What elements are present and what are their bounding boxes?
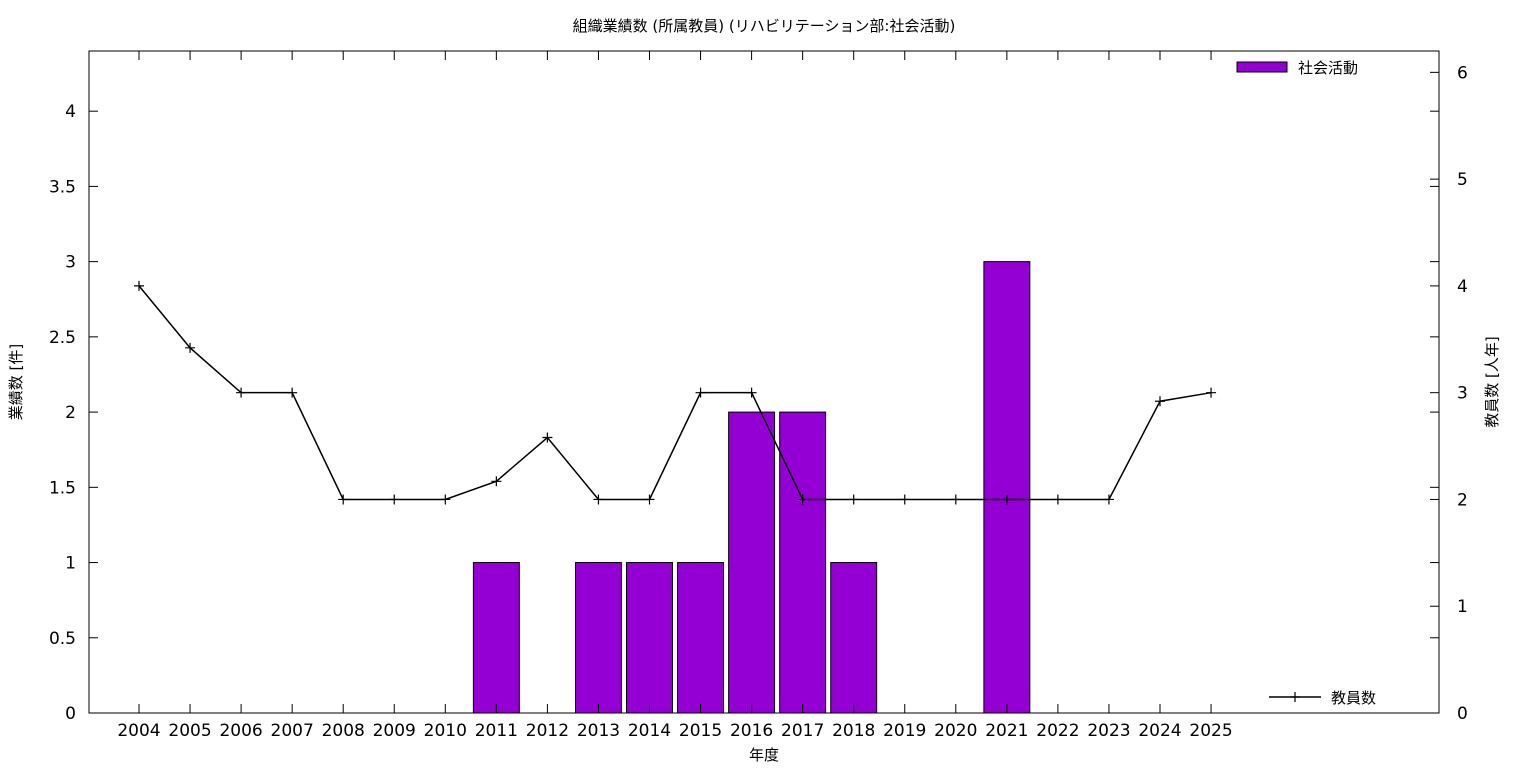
point-2020 xyxy=(950,494,961,505)
y2-tick-label: 3 xyxy=(1457,384,1468,404)
x-tick-label: 2004 xyxy=(117,721,160,741)
x-tick-label: 2008 xyxy=(322,721,365,741)
point-2015 xyxy=(695,387,706,398)
y2-axis-ticks: 0 1 2 3 4 5 6 xyxy=(1430,63,1468,724)
point-2022 xyxy=(1052,494,1063,505)
y-tick-label: 4 xyxy=(65,102,76,122)
x-tick-label: 2009 xyxy=(373,721,416,741)
y-tick-label: 3 xyxy=(65,253,76,273)
x-tick-label: 2019 xyxy=(883,721,926,741)
bar-2011 xyxy=(472,562,520,714)
bar-2013 xyxy=(574,562,622,714)
teacher-count-line xyxy=(138,285,1212,501)
bar-2021 xyxy=(983,261,1031,714)
legend-line-label: 教員数 xyxy=(1331,689,1376,707)
legend-line-marker xyxy=(1290,692,1300,702)
y2-tick-label: 0 xyxy=(1457,704,1468,724)
legend-bar-swatch xyxy=(1236,61,1288,73)
x-tick-label: 2018 xyxy=(832,721,875,741)
x-tick-label: 2016 xyxy=(730,721,773,741)
line-layer xyxy=(134,280,1217,505)
y2-tick-label: 1 xyxy=(1457,597,1468,617)
x-tick-label: 2024 xyxy=(1138,721,1181,741)
x-tick-label: 2022 xyxy=(1036,721,1079,741)
x-tick-label: 2017 xyxy=(781,721,824,741)
y-tick-label: 1 xyxy=(65,554,76,574)
legend-line: 教員数 xyxy=(1269,689,1376,707)
x-tick-label: 2013 xyxy=(577,721,620,741)
y-tick-label: 0 xyxy=(65,704,76,724)
x-axis-label: 年度 xyxy=(749,746,779,764)
x-tick-label: 2025 xyxy=(1189,721,1232,741)
y-axis-ticks: 0 0.5 1 1.5 2 2.5 3 3.5 4 xyxy=(49,102,1439,724)
x-tick-label: 2007 xyxy=(271,721,314,741)
point-2013 xyxy=(593,494,604,505)
bar-2014 xyxy=(626,562,673,714)
chart-title: 組織業績数 (所属教員) (リハビリテーション部:社会活動) xyxy=(573,17,956,35)
point-2018 xyxy=(848,494,859,505)
y2-tick-label: 5 xyxy=(1457,170,1468,190)
y-axis-label: 業績数 [件] xyxy=(7,344,25,420)
x-tick-label: 2023 xyxy=(1087,721,1130,741)
point-2005 xyxy=(185,342,196,353)
point-2021 xyxy=(1001,494,1012,505)
x-tick-label: 2005 xyxy=(168,721,211,741)
x-tick-label: 2015 xyxy=(679,721,722,741)
point-2006 xyxy=(236,387,247,398)
point-2014 xyxy=(644,494,655,505)
x-axis-ticks: 2004 2005 2006 2007 2008 2009 2010 2011 2012 2013… xyxy=(117,51,1233,741)
point-2008 xyxy=(338,494,349,505)
point-2023 xyxy=(1103,494,1114,505)
point-2016 xyxy=(746,387,757,398)
bar-2018 xyxy=(830,562,878,714)
bar-2016 xyxy=(728,411,776,714)
x-tick-label: 2012 xyxy=(526,721,569,741)
point-2017 xyxy=(797,494,808,505)
x-tick-label: 2014 xyxy=(628,721,671,741)
point-2019 xyxy=(899,494,910,505)
point-2004 xyxy=(134,280,144,291)
bar-layer xyxy=(472,261,1031,714)
y2-tick-label: 6 xyxy=(1457,63,1468,83)
point-2009 xyxy=(389,494,400,505)
plot-frame xyxy=(88,50,1440,714)
point-2024 xyxy=(1155,396,1165,407)
y-tick-label: 3.5 xyxy=(49,177,76,197)
y-tick-label: 0.5 xyxy=(49,629,76,649)
legend-bar: 社会活動 xyxy=(1236,59,1358,77)
y2-tick-label: 4 xyxy=(1457,277,1468,297)
y-tick-label: 2.5 xyxy=(49,328,76,348)
y-tick-label: 1.5 xyxy=(49,478,76,498)
x-tick-label: 2020 xyxy=(934,721,977,741)
legend-bar-label: 社会活動 xyxy=(1298,59,1358,77)
y2-tick-label: 2 xyxy=(1457,490,1468,510)
bar-2017 xyxy=(779,411,827,714)
y-tick-label: 2 xyxy=(65,403,76,423)
point-2011 xyxy=(491,476,502,487)
point-2012 xyxy=(542,432,553,443)
x-tick-label: 2011 xyxy=(475,721,518,741)
point-2025 xyxy=(1206,387,1217,398)
bar-2015 xyxy=(677,562,725,714)
x-tick-label: 2006 xyxy=(219,721,262,741)
y2-axis-label: 教員数 [人年] xyxy=(1483,336,1501,427)
point-2010 xyxy=(440,494,451,505)
x-tick-label: 2010 xyxy=(424,721,467,741)
x-tick-label: 2021 xyxy=(985,721,1028,741)
point-2007 xyxy=(287,387,298,398)
